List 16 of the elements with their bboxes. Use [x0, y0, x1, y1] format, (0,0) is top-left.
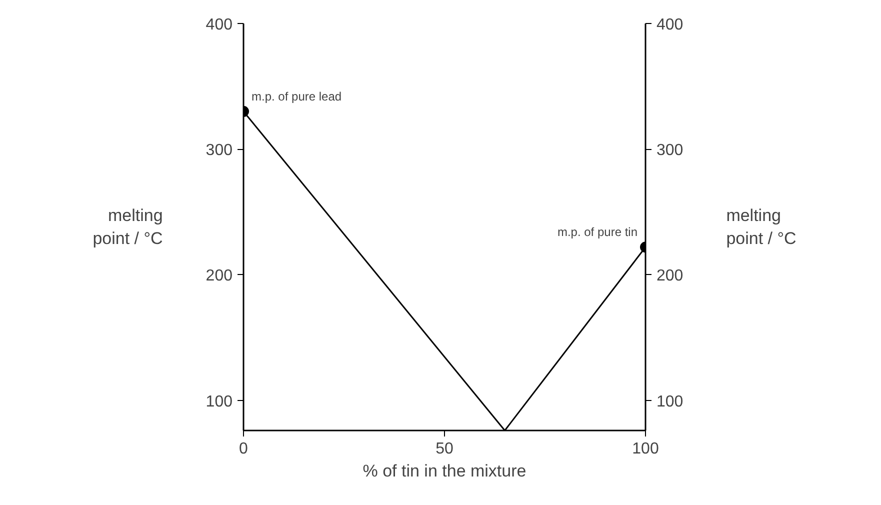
annotation: m.p. of pure lead: [252, 89, 342, 104]
y2-tick-label: 400: [656, 16, 684, 34]
y-tick-label: 200: [206, 268, 233, 285]
y2-tick-label: 100: [656, 393, 684, 410]
y2-tick-label: 300: [656, 142, 684, 160]
x-tick-label: 0: [239, 440, 248, 458]
y-tick-label: 300: [206, 142, 233, 160]
y2-tick-label: 200: [656, 268, 684, 285]
y-axis-title: melting point / °C: [92, 206, 163, 248]
y-tick-label: 100: [206, 393, 233, 410]
x-axis-title: % of tin in the mixture: [362, 462, 526, 480]
x-tick-label: 50: [436, 440, 454, 458]
y-tick-label: 400: [206, 16, 233, 34]
x-tick-label: 100: [632, 440, 659, 458]
annotation: m.p. of pure tin: [557, 225, 638, 240]
y2-axis-title: melting point / °C: [726, 206, 796, 248]
